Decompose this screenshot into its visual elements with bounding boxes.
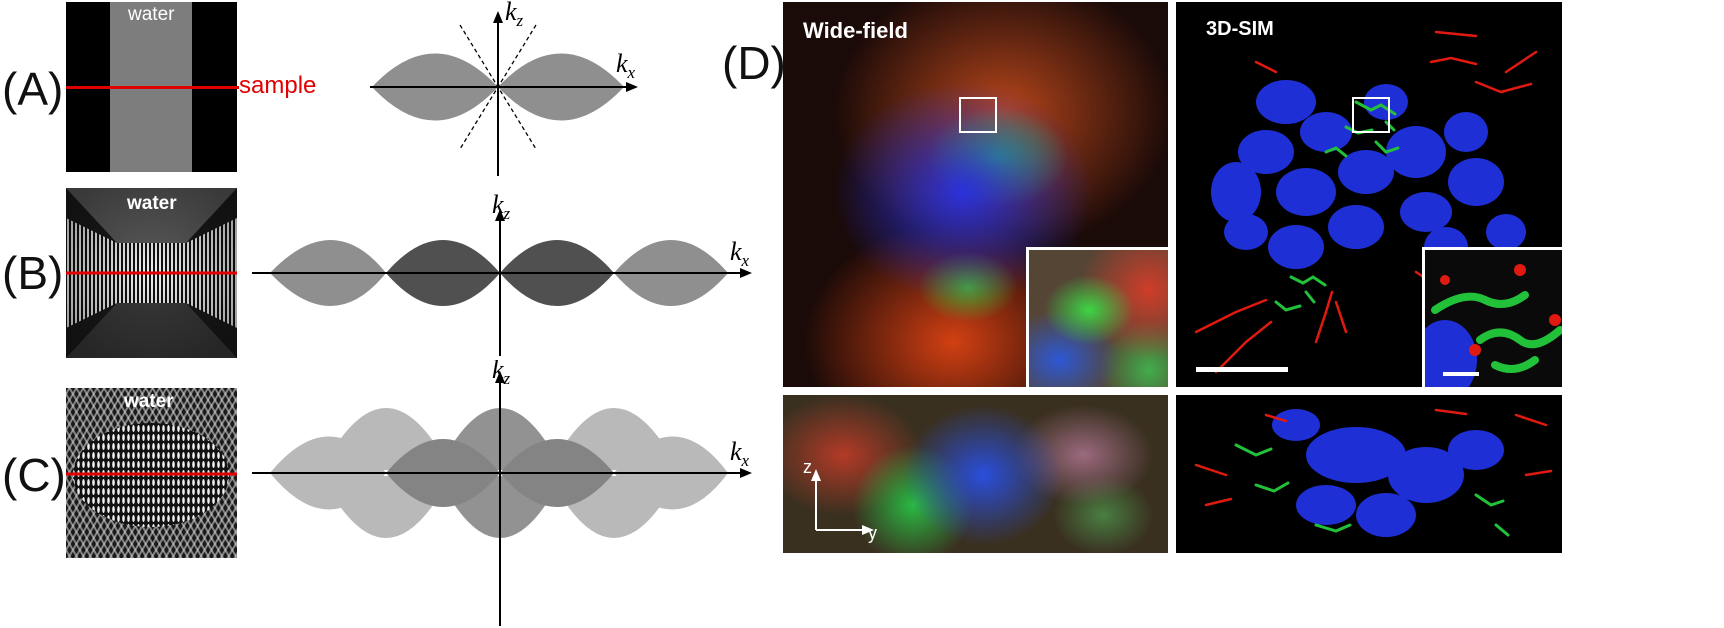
y-axis-label: y xyxy=(868,523,877,543)
sample-label: sample xyxy=(239,72,317,99)
widefield-title: Wide-field xyxy=(803,18,908,43)
kz-arrowhead xyxy=(493,11,503,23)
sim-title: 3D-SIM xyxy=(1206,18,1274,40)
panel-letter-a: (A) xyxy=(2,63,64,115)
panel-c-pattern-image xyxy=(66,388,237,558)
water-label: water xyxy=(124,391,174,412)
roi-box xyxy=(959,97,997,133)
orientation-arrows xyxy=(811,469,874,535)
z-axis-label: z xyxy=(803,457,812,477)
sim-xy-image: 3D-SIM xyxy=(1176,2,1562,387)
kx-label: kx xyxy=(730,437,750,470)
panel-letter-c: (C) xyxy=(2,449,66,501)
kx-arrowhead xyxy=(740,268,752,278)
sim-inset xyxy=(1422,247,1562,387)
kx-arrowhead xyxy=(740,468,752,478)
sample-line-extension xyxy=(237,86,239,89)
kz-arrowhead xyxy=(495,371,505,383)
panel-a-kspace-diagram: kz kx xyxy=(370,0,638,176)
sim-yz-image xyxy=(1176,395,1562,553)
inset-scale-bar xyxy=(1443,372,1479,376)
kx-arrowhead xyxy=(626,82,638,92)
kz-label: kz xyxy=(505,0,524,30)
roi-box xyxy=(1352,97,1390,133)
water-label: water xyxy=(128,4,175,25)
panel-c-kspace-diagram: kz kx xyxy=(252,360,752,626)
panel-letter-d: (D) xyxy=(722,37,786,89)
widefield-yz-image: z y xyxy=(783,395,1168,553)
kz-arrowhead xyxy=(495,209,505,221)
widefield-inset xyxy=(1026,247,1168,387)
panel-a-sample-image: water xyxy=(66,2,237,172)
scale-bar xyxy=(1196,367,1288,372)
panel-b-kspace-diagram: kz kx xyxy=(252,190,752,356)
panel-letter-b: (B) xyxy=(2,247,64,299)
kz-label: kz xyxy=(492,190,511,223)
panel-b-pattern-image xyxy=(66,188,237,358)
widefield-xy-image: Wide-field xyxy=(783,2,1168,387)
water-label: water xyxy=(127,193,177,214)
kx-label: kx xyxy=(730,237,750,270)
sample-line xyxy=(66,86,237,89)
kz-label: kz xyxy=(492,360,511,388)
kx-label: kx xyxy=(616,49,636,82)
